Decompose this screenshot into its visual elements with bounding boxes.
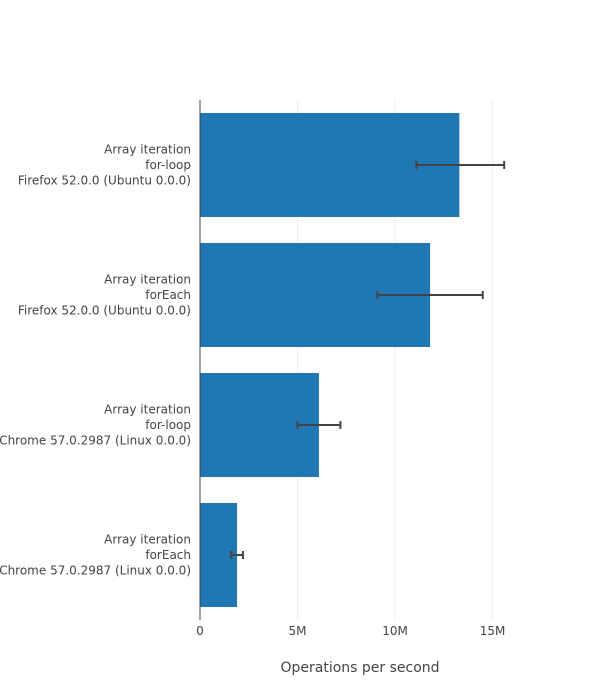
x-axis-title: Operations per second bbox=[280, 660, 439, 676]
category-label-line: Firefox 52.0.0 (Ubuntu 0.0.0) bbox=[18, 304, 191, 318]
axes: 0 5M 10M 15M bbox=[196, 100, 505, 638]
x-tick-label: 5M bbox=[289, 624, 307, 638]
category-label-line: for-loop bbox=[145, 418, 191, 432]
category-label: Array iteration forEach Firefox 52.0.0 (Ub… bbox=[18, 273, 191, 318]
category-label-line: Array iteration bbox=[104, 533, 191, 547]
category-label-line: Chrome 57.0.2987 (Linux 0.0.0) bbox=[0, 564, 191, 578]
category-label: Array iteration for-loop Firefox 52.0.0 (U… bbox=[18, 143, 191, 188]
category-label: Array iteration forEach Chrome 57.0.2987 (… bbox=[0, 533, 191, 578]
x-tick-label: 15M bbox=[480, 624, 506, 638]
category-label-line: Array iteration bbox=[104, 143, 191, 157]
category-label-line: Array iteration bbox=[104, 403, 191, 417]
category-label-line: Array iteration bbox=[104, 273, 191, 287]
error-bars bbox=[230, 161, 506, 559]
category-labels: Array iteration for-loop Firefox 52.0.0 (U… bbox=[0, 143, 191, 578]
category-label-line: Chrome 57.0.2987 (Linux 0.0.0) bbox=[0, 434, 191, 448]
category-label: Array iteration for-loop Chrome 57.0.2987 … bbox=[0, 403, 191, 448]
category-label-line: forEach bbox=[145, 288, 191, 302]
category-label-line: forEach bbox=[145, 548, 191, 562]
bars bbox=[200, 113, 460, 607]
category-label-line: for-loop bbox=[145, 158, 191, 172]
category-label-line: Firefox 52.0.0 (Ubuntu 0.0.0) bbox=[18, 174, 191, 188]
x-tick-label: 0 bbox=[196, 624, 204, 638]
x-tick-label: 10M bbox=[382, 624, 408, 638]
